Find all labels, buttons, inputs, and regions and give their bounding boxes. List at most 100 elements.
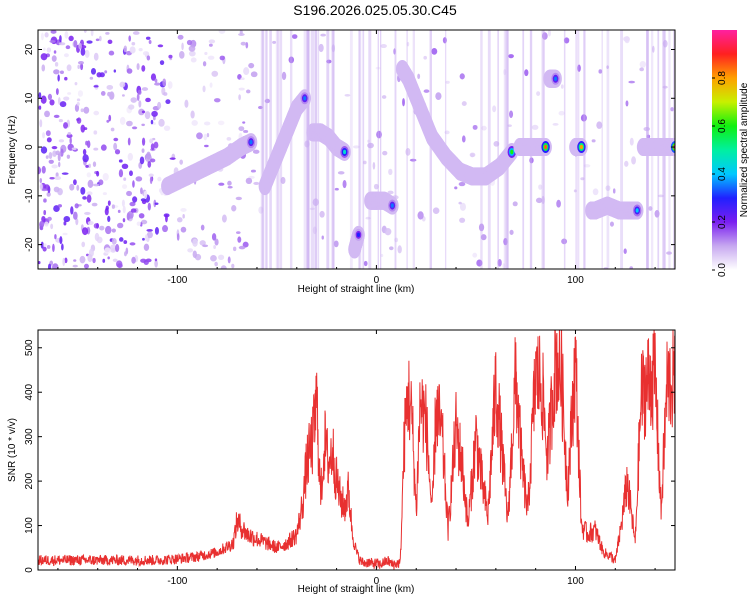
noise-blob [102,258,106,263]
noise-blob [231,204,237,212]
spectrogram-ytick-label: 10 [24,92,35,104]
noise-blob [104,247,111,254]
noise-streak [606,30,610,269]
noise-blob [83,30,87,33]
noise-blob [176,217,183,223]
noise-blob [631,156,636,165]
noise-blob [536,91,541,96]
noise-blob [40,241,44,249]
noise-blob [131,42,136,46]
noise-blob [154,82,161,86]
noise-blob [165,99,171,105]
noise-streak [429,30,432,269]
noise-blob [63,221,67,226]
noise-blob [208,43,213,47]
noise-blob [127,137,131,146]
snr-ytick-label: 300 [24,428,35,445]
noise-blob [319,210,325,218]
noise-blob [138,108,145,116]
noise-blob [190,57,197,63]
noise-blob [83,263,89,269]
noise-blob [639,67,645,72]
noise-blob [381,95,387,99]
noise-blob [204,51,208,55]
noise-blob [365,216,371,220]
noise-streak [601,30,603,269]
spectrogram-xtick-label: -100 [167,275,187,286]
noise-blob [122,205,126,214]
noise-streak [406,30,408,269]
noise-blob [388,168,393,176]
noise-blob [111,238,117,245]
noise-blob [52,263,59,269]
noise-blob [105,31,110,35]
noise-blob [46,191,51,197]
noise-blob [52,243,55,253]
noise-streak [318,30,320,269]
noise-blob [131,126,138,130]
noise-blob [139,156,145,165]
noise-blob [86,40,93,44]
noise-blob [238,245,246,250]
noise-blob [417,211,424,220]
noise-blob [238,33,245,36]
noise-blob [40,95,47,104]
noise-blob [119,237,124,242]
snr-ytick-label: 500 [24,339,35,356]
noise-blob [149,138,154,144]
noise-blob [367,139,370,143]
colorbar-tick-label: 0.6 [717,119,728,133]
noise-blob [70,206,74,215]
noise-blob [375,66,381,70]
noise-blob [80,63,84,71]
noise-blob [186,39,193,46]
noise-blob [563,37,570,44]
noise-blob [122,218,126,223]
noise-blob [367,142,374,149]
noise-blob [82,148,87,156]
noise-blob [43,198,47,203]
noise-blob [461,101,467,106]
noise-streak [308,30,311,269]
ridge-cell [390,203,394,208]
noise-blob [90,30,94,37]
noise-blob [95,38,100,42]
noise-blob [123,45,128,53]
noise-streak [261,30,265,269]
noise-blob [382,150,388,156]
noise-blob [106,84,114,90]
noise-blob [497,259,502,267]
ridge-segment [161,133,258,196]
noise-blob [154,258,158,262]
noise-blob [158,118,165,127]
noise-blob [117,222,124,229]
noise-blob [58,42,66,46]
noise-streak [362,30,365,269]
noise-blob [309,207,315,211]
noise-blob [503,69,507,76]
noise-blob [74,203,79,209]
noise-blob [61,172,69,175]
noise-blob [211,70,219,77]
noise-blob [169,157,176,160]
ridge-segment [636,138,675,157]
noise-blob [46,244,51,249]
noise-blob [257,105,263,110]
noise-blob [149,176,153,185]
noise-blob [121,94,125,97]
noise-blob [98,179,104,186]
noise-blob [126,190,133,197]
noise-blob [85,140,88,146]
noise-blob [181,42,184,51]
noise-blob [128,104,135,110]
ridge-segment [513,138,552,157]
noise-blob [55,172,59,178]
noise-blob [481,125,487,131]
noise-blob [227,256,231,264]
noise-blob [59,35,62,43]
snr-ytick-label: 400 [24,383,35,400]
noise-blob [49,176,55,180]
noise-blob [82,196,87,200]
ridge-cell [554,76,558,81]
